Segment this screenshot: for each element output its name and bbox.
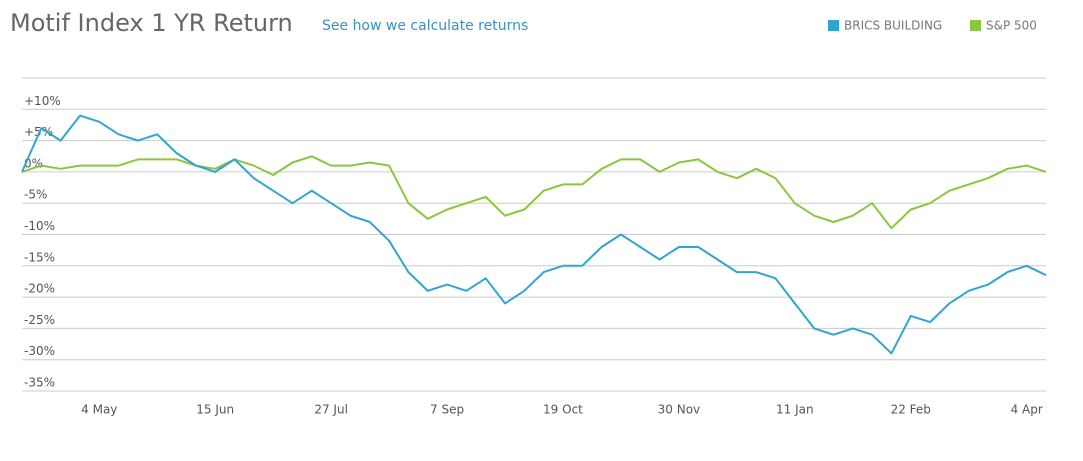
- series-line: [21, 155, 1047, 230]
- y-tick-label: -25%: [24, 313, 55, 327]
- legend-swatch: [828, 20, 839, 31]
- y-tick-label: -30%: [24, 344, 55, 358]
- x-tick-label: 27 Jul: [314, 403, 348, 417]
- x-tick-label: 7 Sep: [430, 403, 464, 417]
- legend-label: S&P 500: [986, 19, 1037, 33]
- legend-label: BRICS BUILDING: [844, 19, 942, 33]
- y-tick-label: -35%: [24, 376, 55, 390]
- y-tick-label: -15%: [24, 250, 55, 264]
- x-tick-label: 19 Oct: [543, 403, 583, 417]
- y-tick-label: -5%: [24, 188, 47, 202]
- y-tick-label: -20%: [24, 282, 55, 296]
- x-tick-label: 4 Apr: [1011, 403, 1043, 417]
- y-tick-label: +10%: [24, 94, 61, 108]
- x-tick-label: 22 Feb: [891, 403, 931, 417]
- x-tick-label: 30 Nov: [658, 403, 701, 417]
- legend: BRICS BUILDING S&P 500: [828, 19, 1037, 33]
- legend-swatch: [970, 20, 981, 31]
- x-tick-label: 4 May: [81, 403, 117, 417]
- y-tick-label: -10%: [24, 219, 55, 233]
- chart-title: Motif Index 1 YR Return: [10, 9, 293, 37]
- x-tick-label: 15 Jun: [196, 403, 234, 417]
- x-tick-label: 11 Jan: [776, 403, 814, 417]
- series-line: [21, 114, 1047, 355]
- calculation-link[interactable]: See how we calculate returns: [322, 18, 528, 34]
